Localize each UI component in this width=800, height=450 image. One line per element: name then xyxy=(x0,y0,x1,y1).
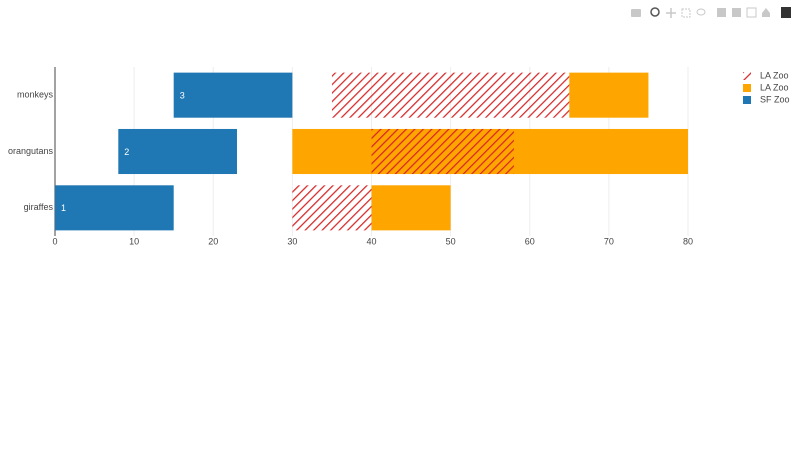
bar xyxy=(173,72,293,118)
y-tick-label: monkeys xyxy=(17,90,54,100)
x-tick-label: 60 xyxy=(525,236,535,246)
x-tick-label: 70 xyxy=(604,236,614,246)
zoom-icon[interactable] xyxy=(650,7,660,17)
bar xyxy=(292,185,372,231)
select-icon[interactable] xyxy=(681,8,691,18)
x-tick-label: 10 xyxy=(129,236,139,246)
x-tick-label: 20 xyxy=(208,236,218,246)
zoom-in-icon[interactable] xyxy=(717,8,726,17)
bar-label: 2 xyxy=(124,147,129,157)
legend-label[interactable]: LA Zoo xyxy=(760,70,789,80)
autoscale-icon[interactable] xyxy=(746,7,757,18)
x-tick-label: 40 xyxy=(366,236,376,246)
pan-icon[interactable] xyxy=(666,8,676,18)
bar-label: 3 xyxy=(180,91,185,101)
legend-swatch xyxy=(743,96,751,104)
bar xyxy=(55,185,174,231)
legend-label[interactable]: LA Zoo xyxy=(760,82,789,92)
plotly-logo[interactable] xyxy=(781,7,791,18)
y-tick-label: orangutans xyxy=(8,146,54,156)
reset-icon[interactable] xyxy=(762,8,770,17)
legend-swatch xyxy=(743,72,751,80)
bar xyxy=(371,185,451,231)
legend-swatch xyxy=(743,84,751,92)
legend-label[interactable]: SF Zoo xyxy=(760,94,790,104)
y-tick-label: giraffes xyxy=(24,202,54,212)
lasso-icon[interactable] xyxy=(696,8,706,16)
modebar[interactable] xyxy=(631,7,791,18)
x-tick-label: 50 xyxy=(446,236,456,246)
x-tick-label: 30 xyxy=(287,236,297,246)
bar xyxy=(331,72,570,118)
bar xyxy=(371,128,514,175)
zoom-out-icon[interactable] xyxy=(732,8,741,17)
bar-label: 1 xyxy=(61,203,66,213)
bar xyxy=(569,72,649,118)
camera-icon[interactable] xyxy=(631,9,641,17)
x-tick-label: 0 xyxy=(52,236,57,246)
x-tick-label: 80 xyxy=(683,236,693,246)
bar xyxy=(118,128,237,175)
